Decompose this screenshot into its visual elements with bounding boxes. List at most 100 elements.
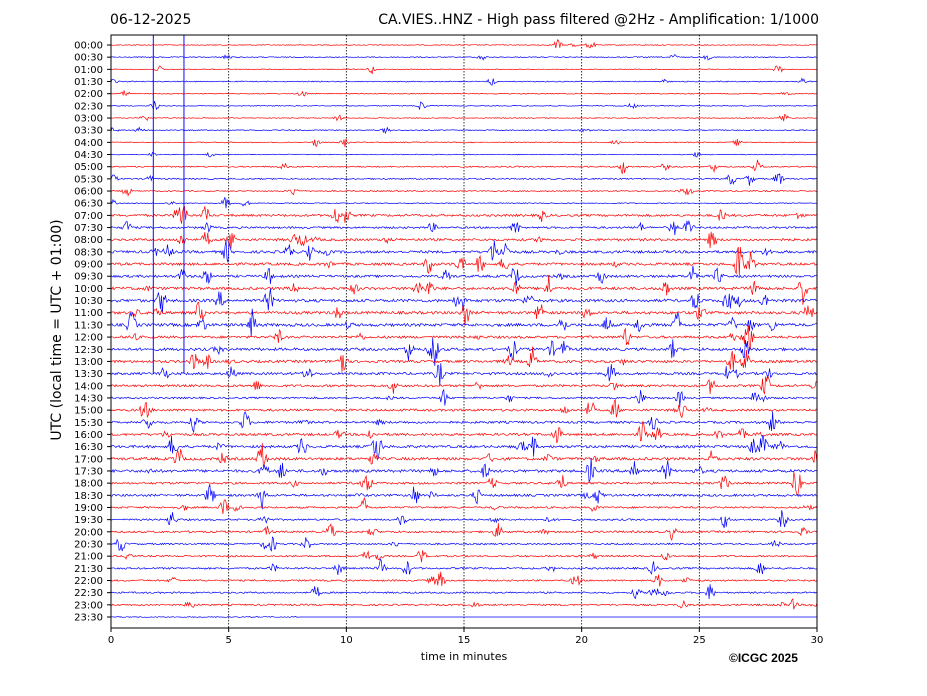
seismic-trace: [110, 159, 818, 175]
seismic-trace: [110, 471, 818, 497]
y-tick-label: 17:30: [74, 466, 103, 477]
x-tick-label: 30: [811, 635, 824, 646]
seismic-trace: [110, 126, 818, 135]
seismic-trace: [110, 550, 818, 563]
seismic-trace: [110, 346, 818, 372]
seismic-trace: [110, 411, 818, 434]
y-tick-label: 02:30: [74, 101, 103, 112]
seismic-trace: [110, 308, 818, 338]
y-tick-label: 16:30: [74, 442, 103, 453]
y-tick-label: 18:30: [74, 491, 103, 502]
seismic-trace: [110, 523, 818, 542]
seismic-trace: [110, 421, 818, 444]
y-tick-label: 04:00: [74, 138, 103, 149]
y-tick-label: 11:00: [74, 308, 103, 319]
y-tick-label: 08:00: [74, 235, 103, 246]
seismic-trace: [110, 571, 818, 587]
y-tick-label: 07:00: [74, 211, 103, 222]
y-tick-label: 00:00: [74, 41, 103, 52]
x-tick-label: 0: [108, 635, 114, 646]
y-tick-label: 13:30: [74, 369, 103, 380]
seismic-trace: [110, 38, 818, 49]
y-tick-label: 09:00: [74, 260, 103, 271]
y-tick-label: 14:30: [74, 393, 103, 404]
y-tick-label: 17:00: [74, 454, 103, 465]
seismic-trace: [110, 584, 818, 600]
y-tick-label: 05:30: [74, 174, 103, 185]
seismic-trace: [110, 265, 818, 286]
y-tick-label: 02:00: [74, 89, 103, 100]
seismic-trace: [110, 138, 817, 148]
seismic-trace: [110, 53, 818, 61]
y-tick-label: 22:00: [74, 576, 103, 587]
seismic-trace: [111, 616, 817, 618]
seismic-trace: [110, 100, 818, 111]
seismic-trace: [110, 388, 817, 407]
x-axis-label: time in minutes: [420, 650, 508, 663]
seismic-trace: [110, 337, 818, 366]
seismic-trace: [110, 325, 818, 351]
y-tick-label: 15:00: [74, 406, 103, 417]
seismic-trace: [110, 65, 818, 75]
y-tick-label: 07:30: [74, 223, 103, 234]
y-tick-label: 05:00: [74, 162, 103, 173]
y-tick-label: 23:30: [74, 613, 103, 624]
seismic-trace: [110, 536, 818, 552]
y-tick-label: 03:00: [74, 114, 103, 125]
y-tick-label: 12:00: [74, 333, 103, 344]
y-tick-label: 21:00: [74, 552, 103, 563]
y-tick-label: 16:00: [74, 430, 103, 441]
y-tick-label: 06:00: [74, 187, 103, 198]
y-tick-label: 03:30: [74, 126, 103, 137]
seismic-trace: [110, 288, 818, 314]
y-tick-label: 08:30: [74, 247, 103, 258]
seismic-trace: [110, 219, 818, 236]
seismic-trace: [110, 435, 818, 459]
seismic-trace: [110, 510, 818, 529]
seismic-trace: [110, 77, 818, 86]
y-tick-label: 15:30: [74, 418, 103, 429]
y-tick-label: 06:30: [74, 199, 103, 210]
x-tick-label: 5: [225, 635, 231, 646]
y-tick-label: 23:00: [74, 600, 103, 611]
seismic-trace: [110, 188, 818, 197]
y-tick-label: 01:30: [74, 77, 103, 88]
y-tick-label: 04:30: [74, 150, 103, 161]
seismic-trace: [110, 375, 818, 395]
y-tick-label: 10:00: [74, 284, 103, 295]
seismic-trace: [110, 363, 818, 386]
y-tick-label: 12:30: [74, 345, 103, 356]
y-tick-label: 13:00: [74, 357, 103, 368]
seismic-trace: [110, 496, 818, 514]
seismic-trace: [110, 274, 817, 305]
seismic-trace: [110, 443, 818, 468]
y-tick-label: 20:30: [74, 539, 103, 550]
y-tick-label: 01:00: [74, 65, 103, 76]
copyright: ©ICGC 2025: [729, 651, 798, 665]
seismic-trace: [110, 246, 818, 276]
y-tick-label: 14:00: [74, 381, 103, 392]
x-tick-label: 20: [575, 635, 588, 646]
y-tick-label: 19:30: [74, 515, 103, 526]
seismic-trace: [110, 557, 818, 576]
x-tick-label: 25: [693, 635, 706, 646]
seismic-trace: [111, 231, 818, 249]
y-tick-label: 21:30: [74, 564, 103, 575]
plot-frame: [110, 34, 818, 629]
seismic-trace: [110, 398, 818, 419]
x-tick-label: 10: [340, 635, 353, 646]
seismic-trace: [110, 205, 818, 224]
y-tick-label: 09:30: [74, 272, 103, 283]
y-tick-label: 11:30: [74, 320, 103, 331]
seismic-trace: [110, 598, 818, 610]
seismic-trace: [110, 239, 818, 263]
seismic-trace: [110, 197, 818, 209]
seismic-trace: [110, 301, 818, 326]
seismic-trace: [110, 173, 818, 186]
chart-title: CA.VIES..HNZ - High pass filtered @2Hz -…: [378, 12, 819, 28]
seismic-trace: [110, 90, 818, 97]
chart-date: 06-12-2025: [110, 12, 192, 28]
y-tick-label: 00:30: [74, 53, 103, 64]
seismic-trace: [110, 457, 818, 484]
